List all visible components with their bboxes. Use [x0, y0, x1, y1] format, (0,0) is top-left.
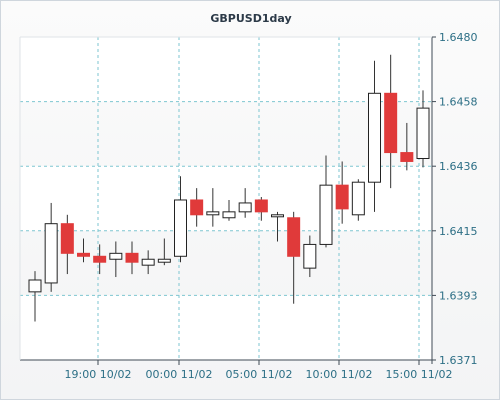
y-tick-label: 1.6371 [439, 354, 478, 367]
candle [368, 60, 381, 212]
candle-body [416, 107, 430, 159]
plot-bands [20, 37, 432, 360]
x-tick-label: 19:00 10/02 [65, 368, 132, 381]
candle-body [222, 211, 236, 219]
candle-body [190, 199, 204, 216]
candle-body [351, 181, 365, 216]
candle [287, 211, 301, 304]
candle-body [238, 202, 252, 213]
candle-body [141, 258, 155, 266]
y-tick-label: 1.6458 [439, 96, 478, 109]
candle [174, 176, 187, 263]
grid-lines [20, 37, 432, 360]
candle-body [28, 279, 42, 293]
y-tick-label: 1.6393 [439, 289, 478, 302]
candle [190, 188, 204, 227]
x-tick-label: 05:00 11/02 [226, 368, 293, 381]
x-tick-labels: 19:00 10/02 00:00 11/02 05:00 11/02 10:00 1… [65, 368, 453, 381]
candle [157, 238, 171, 266]
candle [44, 202, 58, 292]
candle-body [368, 92, 381, 183]
candle [335, 161, 349, 224]
candle-body [287, 217, 301, 257]
plot-band [20, 295, 432, 360]
candle [93, 244, 107, 275]
y-tick-label: 1.6415 [439, 225, 478, 238]
candle-body [206, 211, 220, 216]
plot-band [20, 37, 432, 102]
candle [141, 250, 155, 275]
x-tick-label: 10:00 11/02 [306, 368, 373, 381]
candle-body [271, 214, 284, 218]
candle [351, 179, 365, 221]
candle-body [335, 184, 349, 210]
candle-body [77, 252, 90, 257]
candle [319, 155, 333, 248]
candle-body [174, 199, 187, 257]
candle [109, 241, 123, 278]
y-tick-label: 1.6436 [439, 160, 478, 173]
candle [28, 271, 42, 322]
candle [384, 54, 398, 189]
candle [238, 188, 252, 218]
candle [125, 241, 139, 275]
candle [206, 188, 220, 227]
candle-body [44, 223, 58, 284]
candle-body [319, 184, 333, 245]
candle-body [400, 152, 414, 162]
candle-body [303, 243, 317, 269]
chart-title: GBPUSD1day [210, 12, 291, 25]
candle-body [60, 223, 74, 254]
candle [271, 211, 284, 242]
candle [222, 199, 236, 221]
candle [303, 235, 317, 278]
candle-body [254, 199, 268, 213]
candle-body [93, 255, 107, 263]
y-tick-label: 1.6480 [439, 31, 478, 44]
candle-body [125, 252, 139, 263]
candle [416, 90, 430, 168]
axes [19, 36, 436, 365]
candle-body [384, 92, 398, 154]
candle [400, 122, 414, 171]
candle [77, 238, 90, 263]
x-tick-label: 15:00 11/02 [386, 368, 453, 381]
x-tick-label: 00:00 11/02 [146, 368, 213, 381]
candle-body [109, 252, 123, 260]
candle [60, 214, 74, 275]
candles [28, 54, 430, 322]
y-tick-labels: 1.6480 1.6458 1.6436 1.6415 1.6393 1.6371 [439, 31, 478, 367]
candle [254, 197, 268, 221]
candle-body [157, 258, 171, 263]
